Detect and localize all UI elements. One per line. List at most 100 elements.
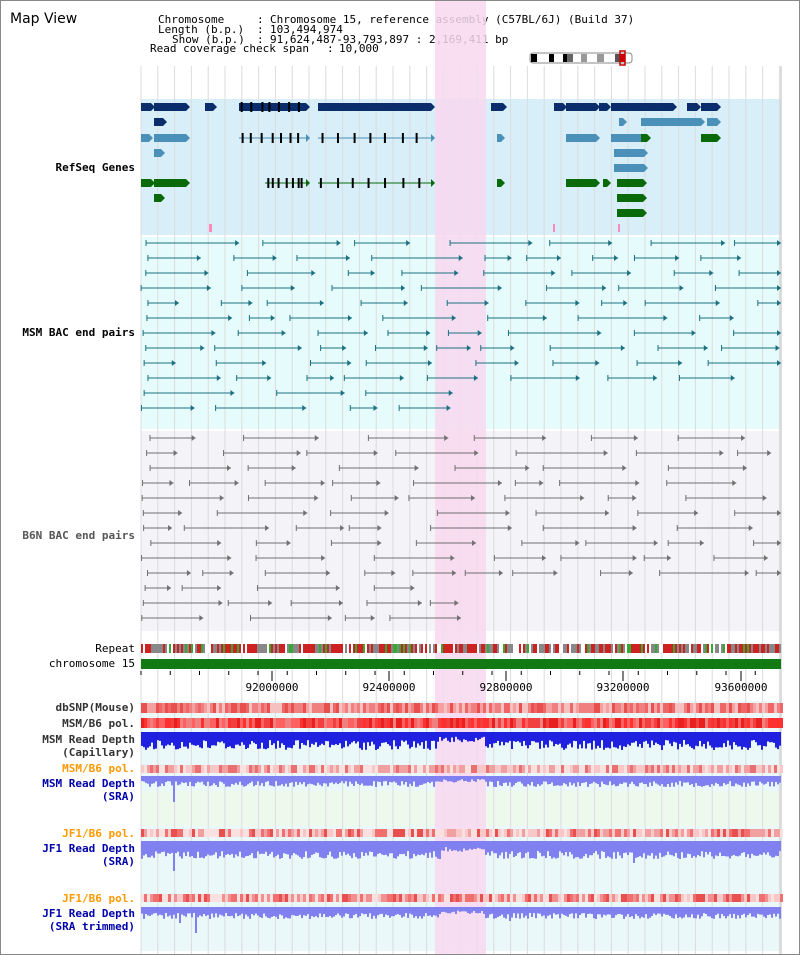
- jf1-depth-trim-bar: [485, 907, 487, 919]
- jf1-depth-sra-bar: [753, 841, 755, 856]
- repeat-segment: [667, 644, 669, 653]
- repeat-segment: [501, 644, 503, 653]
- chromosome-colon: :: [257, 13, 264, 26]
- msm-pol2-heat: [312, 765, 315, 773]
- msm-pol2-heat: [702, 765, 705, 773]
- jf1-depth-trim-bar: [337, 907, 339, 914]
- jf1-pol2-heat: [675, 894, 678, 902]
- dbsnp-heat: [741, 703, 744, 713]
- jf1-depth-trim-bar: [143, 907, 145, 919]
- msm-depth-cap-bar: [687, 732, 689, 745]
- jf1-pol-heat: [633, 829, 636, 837]
- dbsnp-heat: [627, 703, 630, 713]
- repeat-segment: [475, 644, 477, 653]
- b6n-bac-end-arrow: [628, 570, 633, 576]
- msm-bac-end-arrow: [248, 300, 253, 306]
- gene-33-strand-arrow: [643, 209, 647, 217]
- msm-depth-sra-bar: [763, 776, 765, 785]
- jf1-depth-sra-bar: [219, 841, 221, 857]
- dbsnp-heat: [675, 703, 678, 713]
- msm-bac-end-arrow: [347, 315, 352, 321]
- jf1-pol2-heat: [507, 894, 510, 902]
- jf1-pol-heat: [525, 829, 528, 837]
- msm-depth-cap-bar: [161, 732, 163, 746]
- msm-pol-heat: [501, 718, 504, 728]
- repeat-segment: [255, 644, 257, 653]
- dbsnp-heat: [369, 703, 372, 713]
- jf1-depth-sra-bar: [749, 841, 751, 859]
- repeat-segment: [753, 644, 755, 653]
- dbsnp-heat: [441, 703, 444, 713]
- msm-depth-cap-bar: [455, 732, 457, 737]
- jf1-depth-sra-bar: [299, 841, 301, 858]
- msm-bac-end-arrow: [290, 285, 295, 291]
- msm-depth-sra-bar: [633, 776, 635, 785]
- jf1-depth-sra-bar: [777, 841, 779, 857]
- jf1-pol-heat: [540, 829, 543, 837]
- repeat-segment: [405, 644, 407, 653]
- msm-depth-cap-bar: [579, 732, 581, 745]
- jf1-pol-heat: [462, 829, 465, 837]
- msm-pol-heat: [345, 718, 348, 728]
- gene-6-exon: [611, 103, 673, 111]
- msm-depth-sra-bar: [559, 776, 561, 786]
- msm-bac-end-arrow: [777, 360, 781, 366]
- msm-pol2-heat: [642, 765, 645, 773]
- msm-pol-heat: [570, 718, 573, 728]
- msm-depth-sra-bar: [291, 776, 293, 783]
- msm-pol-heat: [327, 718, 330, 728]
- msm-depth-cap-bar: [393, 732, 395, 741]
- msm-depth-sra-bar: [567, 776, 569, 787]
- dbsnp-heat: [258, 703, 261, 713]
- jf1-pol-heat: [681, 829, 684, 837]
- msm-depth-sra-bar: [295, 776, 297, 782]
- msm-pol-heat: [573, 718, 576, 728]
- jf1-pol-heat: [600, 829, 603, 837]
- jf1-depth-sra-bar: [501, 841, 503, 853]
- msm-pol2-heat: [276, 765, 279, 773]
- jf1-depth-sra-bar: [401, 841, 403, 855]
- jf1-depth-sra-bar: [229, 841, 231, 856]
- jf1-depth-trim-bar: [601, 907, 603, 918]
- repeat-segment: [661, 644, 663, 653]
- exon-tick: [351, 178, 354, 188]
- msm-depth-cap-bar: [611, 732, 613, 742]
- jf1-depth-trim-bar: [597, 907, 599, 915]
- jf1-pol2-heat: [405, 894, 408, 902]
- repeat-segment: [473, 644, 475, 653]
- jf1-depth-sra-bar: [267, 841, 269, 856]
- jf1-pol2-heat: [228, 894, 231, 902]
- jf1-pol2-heat: [216, 894, 219, 902]
- jf1-depth-sra-bar: [761, 841, 763, 855]
- jf1-depth-sra-bar: [145, 841, 147, 855]
- msm-pol-heat: [141, 718, 144, 728]
- jf1-depth-sra-bar: [649, 841, 651, 856]
- gene-32-strand-arrow: [643, 194, 647, 202]
- msm-depth-sra-bar: [593, 776, 595, 782]
- msm-depth-sra-bar: [641, 776, 643, 783]
- jf1-pol-heat: [756, 829, 759, 837]
- repeat-segment: [741, 644, 743, 653]
- jf1-depth-trim-bar: [629, 907, 631, 918]
- jf1-depth-sra-bar: [313, 841, 315, 854]
- msm-depth-cap-bar: [421, 732, 423, 743]
- repeat-segment: [519, 644, 521, 653]
- msm-depth-cap-bar: [743, 732, 745, 747]
- dbsnp-heat: [291, 703, 294, 713]
- msm-pol-heat: [768, 718, 771, 728]
- jf1-depth-trim-bar: [173, 907, 175, 915]
- repeat-segment: [167, 644, 169, 653]
- jf1-pol-heat: [294, 829, 297, 837]
- msm-depth-sra-bar: [619, 776, 621, 784]
- page-title: Map View: [10, 11, 78, 27]
- jf1-depth-sra-bar: [335, 841, 337, 859]
- msm-depth-cap-bar: [459, 732, 461, 741]
- msm-pol-heat: [642, 718, 645, 728]
- jf1-depth-sra-bar: [579, 841, 581, 859]
- msm-depth-sra-bar: [507, 776, 509, 786]
- jf1-depth-trim-bar: [589, 907, 591, 914]
- msm-depth-sra-bar: [687, 776, 689, 783]
- dbsnp-heat: [513, 703, 516, 713]
- msm-depth-cap-bar: [243, 732, 245, 745]
